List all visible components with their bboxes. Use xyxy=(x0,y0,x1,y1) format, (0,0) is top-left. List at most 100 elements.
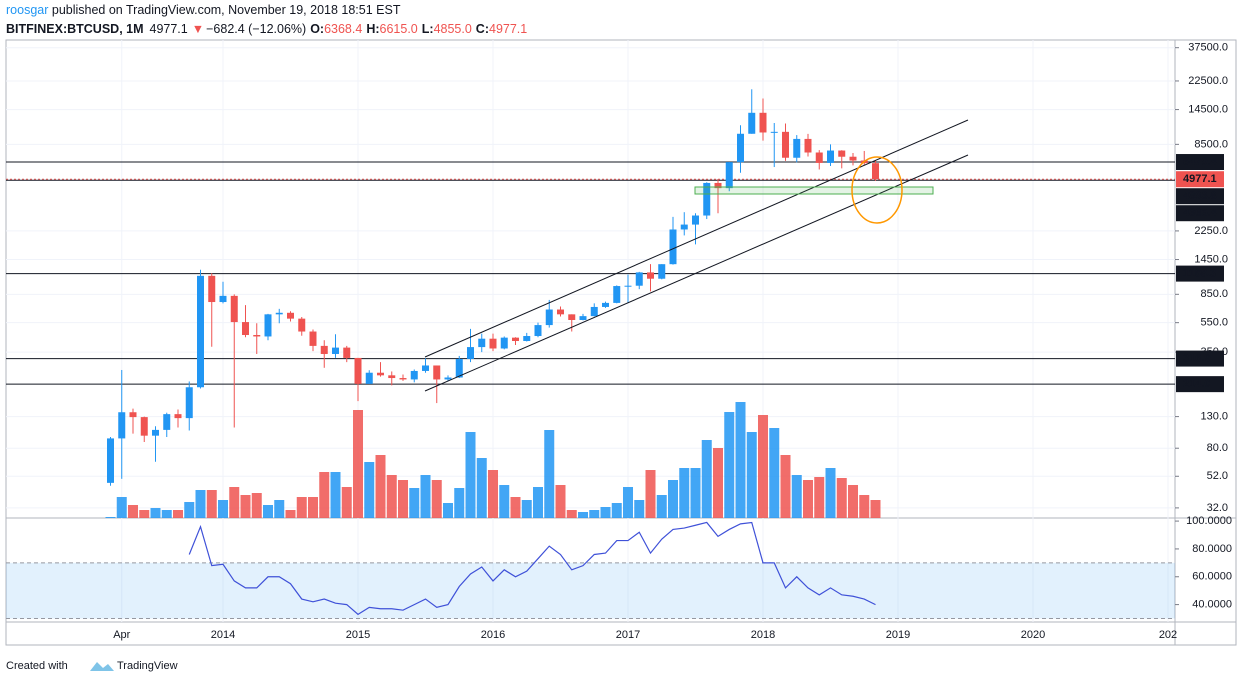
volume-bar xyxy=(544,430,555,518)
rsi-tick-label: 80.0000 xyxy=(1192,543,1232,555)
volume-bar xyxy=(713,448,723,518)
x-tick-label: 2014 xyxy=(211,629,235,641)
candle-body xyxy=(759,112,767,133)
volume-bar xyxy=(229,487,240,518)
symbol-line: BITFINEX:BTCUSD, 1M 4977.1 ▼ −682.4 (−12.06… xyxy=(6,22,527,36)
volume-bar xyxy=(308,497,318,518)
volume-bar xyxy=(454,488,465,518)
x-tick-label: 2017 xyxy=(616,629,640,641)
candle-body xyxy=(624,285,632,287)
candle-body xyxy=(725,162,733,189)
volume-bar xyxy=(499,485,510,518)
grid xyxy=(6,40,1175,622)
h-label: H: xyxy=(366,22,379,36)
volume-bar xyxy=(825,468,836,518)
candle-body xyxy=(714,182,722,189)
candle-body xyxy=(185,387,193,419)
candle-body xyxy=(827,150,834,163)
candle-body xyxy=(253,335,261,337)
symbol: BITFINEX:BTCUSD, 1M xyxy=(6,22,144,36)
candle-body xyxy=(298,318,306,332)
price-label-box xyxy=(1176,171,1224,188)
publisher[interactable]: roosgar xyxy=(6,3,48,17)
candle-body xyxy=(680,224,688,230)
volume-bar xyxy=(679,468,690,518)
volume-bar xyxy=(769,428,780,518)
volume-bar xyxy=(105,517,116,518)
candle-body xyxy=(737,133,744,163)
candle-body xyxy=(849,156,857,161)
brand[interactable]: TradingView xyxy=(117,660,178,672)
zone[interactable] xyxy=(694,186,934,195)
volume-bar xyxy=(319,472,330,518)
volume-bar xyxy=(341,487,352,518)
candle-body xyxy=(163,414,171,430)
volume-bar xyxy=(128,505,138,518)
volume-bar xyxy=(195,490,206,518)
volume-bar xyxy=(476,458,487,518)
y-tick-label: 2250.0 xyxy=(1194,225,1228,237)
frame xyxy=(5,39,1237,646)
channel-upper[interactable] xyxy=(424,119,969,358)
price-label: 4365.4 xyxy=(1183,207,1218,219)
candle-body xyxy=(804,138,812,153)
c-label: C: xyxy=(476,22,489,36)
candle-body xyxy=(377,372,384,376)
y-tick-label: 80.0 xyxy=(1207,442,1228,454)
candle-body xyxy=(635,272,643,286)
volume-bar xyxy=(420,475,431,518)
volume-bar xyxy=(791,475,802,518)
volume-bar xyxy=(431,480,442,518)
candle-body xyxy=(669,229,677,265)
x-tick-label: Apr xyxy=(113,629,130,641)
candle-body xyxy=(444,377,452,380)
volume-bar xyxy=(285,510,296,518)
candle-body xyxy=(197,275,204,388)
volume-bar xyxy=(746,432,757,518)
candle-body xyxy=(422,365,429,371)
candle-body xyxy=(568,314,576,320)
volume-bar xyxy=(859,495,870,518)
candle-body xyxy=(343,347,351,358)
candle-body xyxy=(174,414,182,419)
candle-body xyxy=(107,438,114,483)
volume-bar xyxy=(600,507,611,518)
candle-body xyxy=(230,295,238,323)
candle-body xyxy=(140,417,148,436)
candle-body xyxy=(365,372,373,384)
circle[interactable] xyxy=(851,156,903,224)
volume-bar xyxy=(206,490,217,518)
change: −682.4 (−12.06%) xyxy=(206,22,306,36)
rsi-tick-label: 40.0000 xyxy=(1192,599,1232,611)
x-tick-label: 2015 xyxy=(346,629,370,641)
volume-bar xyxy=(364,462,375,518)
price-label: 1168.3 xyxy=(1183,268,1216,280)
y-tick-label: 550.0 xyxy=(1200,317,1228,329)
y-tick-label: 52.0 xyxy=(1207,470,1228,482)
drawings xyxy=(424,119,969,392)
price-label: 214.0 xyxy=(1183,378,1211,390)
volume-bar xyxy=(724,412,735,518)
volume-bar xyxy=(218,500,228,518)
candle-body xyxy=(455,358,463,378)
y-tick-label: 14500.0 xyxy=(1188,103,1228,115)
volume-bar xyxy=(690,468,701,518)
volume-bar xyxy=(116,497,127,518)
volume-bar xyxy=(398,480,408,518)
volume-bar xyxy=(521,500,532,518)
volume-bar xyxy=(465,432,476,518)
volume-bar xyxy=(240,495,251,518)
candle-body xyxy=(748,112,756,134)
o-label: O: xyxy=(310,22,324,36)
rsi-line xyxy=(188,521,876,616)
price-label-box xyxy=(1176,350,1224,367)
candle-body xyxy=(872,163,879,180)
volume-bar xyxy=(735,402,746,518)
volume-bar xyxy=(814,477,825,518)
volume-bar xyxy=(330,472,341,518)
volume-bar xyxy=(251,493,262,518)
volume-bar xyxy=(578,512,588,518)
marks xyxy=(105,89,881,616)
y-tick-label: 22500.0 xyxy=(1188,75,1228,87)
